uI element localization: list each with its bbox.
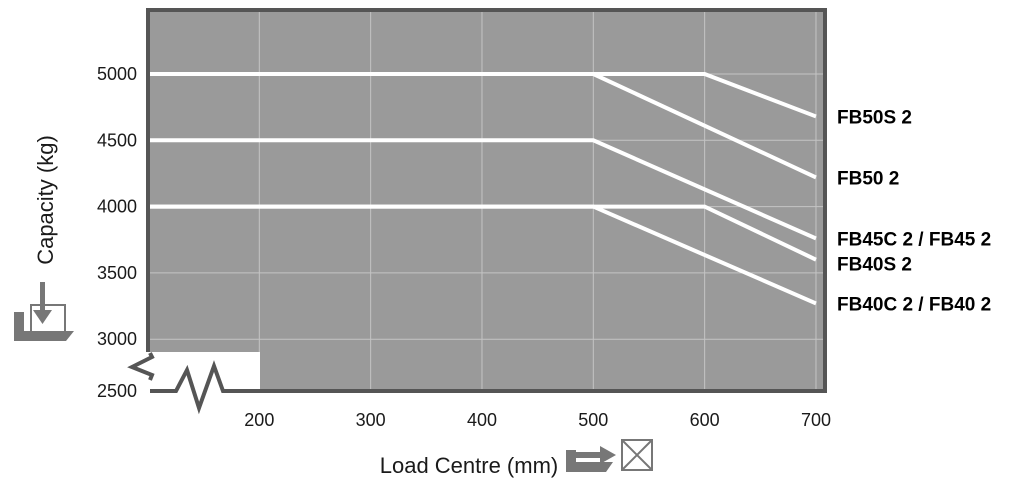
y-tick-label: 3000 (97, 329, 137, 349)
x-axis-title: Load Centre (mm) (380, 453, 559, 478)
y-tick-label: 5000 (97, 64, 137, 84)
series-line (148, 138, 817, 241)
y-axis-title: Capacity (kg) (33, 135, 58, 265)
series-label: FB50 2 (837, 168, 899, 189)
series-labels: FB50S 2 FB50 2 FB45C 2 / FB45 2 FB40S 2 FB40… (837, 107, 991, 315)
series-label: FB40C 2 / FB40 2 (837, 294, 991, 315)
series-line (148, 72, 817, 180)
x-tick-label: 500 (578, 410, 608, 430)
plot-frame (146, 8, 827, 393)
series-label: FB50S 2 (837, 107, 912, 128)
capacity-load-icon (14, 282, 74, 341)
y-tick-label: 4000 (97, 197, 137, 217)
series-label: FB40S 2 (837, 254, 912, 275)
x-tick-label: 200 (244, 410, 274, 430)
x-tick-label: 300 (356, 410, 386, 430)
x-tick-label: 400 (467, 410, 497, 430)
y-tick-label: 2500 (97, 381, 137, 401)
plot-area (148, 10, 825, 391)
y-axis-break-mark (127, 352, 155, 381)
load-centre-icon (566, 439, 653, 472)
x-tick-label: 700 (801, 410, 831, 430)
x-axis-break-mark (150, 360, 260, 415)
x-tick-label: 600 (690, 410, 720, 430)
series-label: FB45C 2 / FB45 2 (837, 229, 991, 250)
y-tick-label: 3500 (97, 263, 137, 283)
series-line (148, 204, 817, 306)
tick-labels: 200 300 400 500 600 700 2500 3000 3500 4000 4500 50… (97, 64, 831, 430)
y-tick-label: 4500 (97, 130, 137, 150)
series-lines (148, 72, 817, 306)
